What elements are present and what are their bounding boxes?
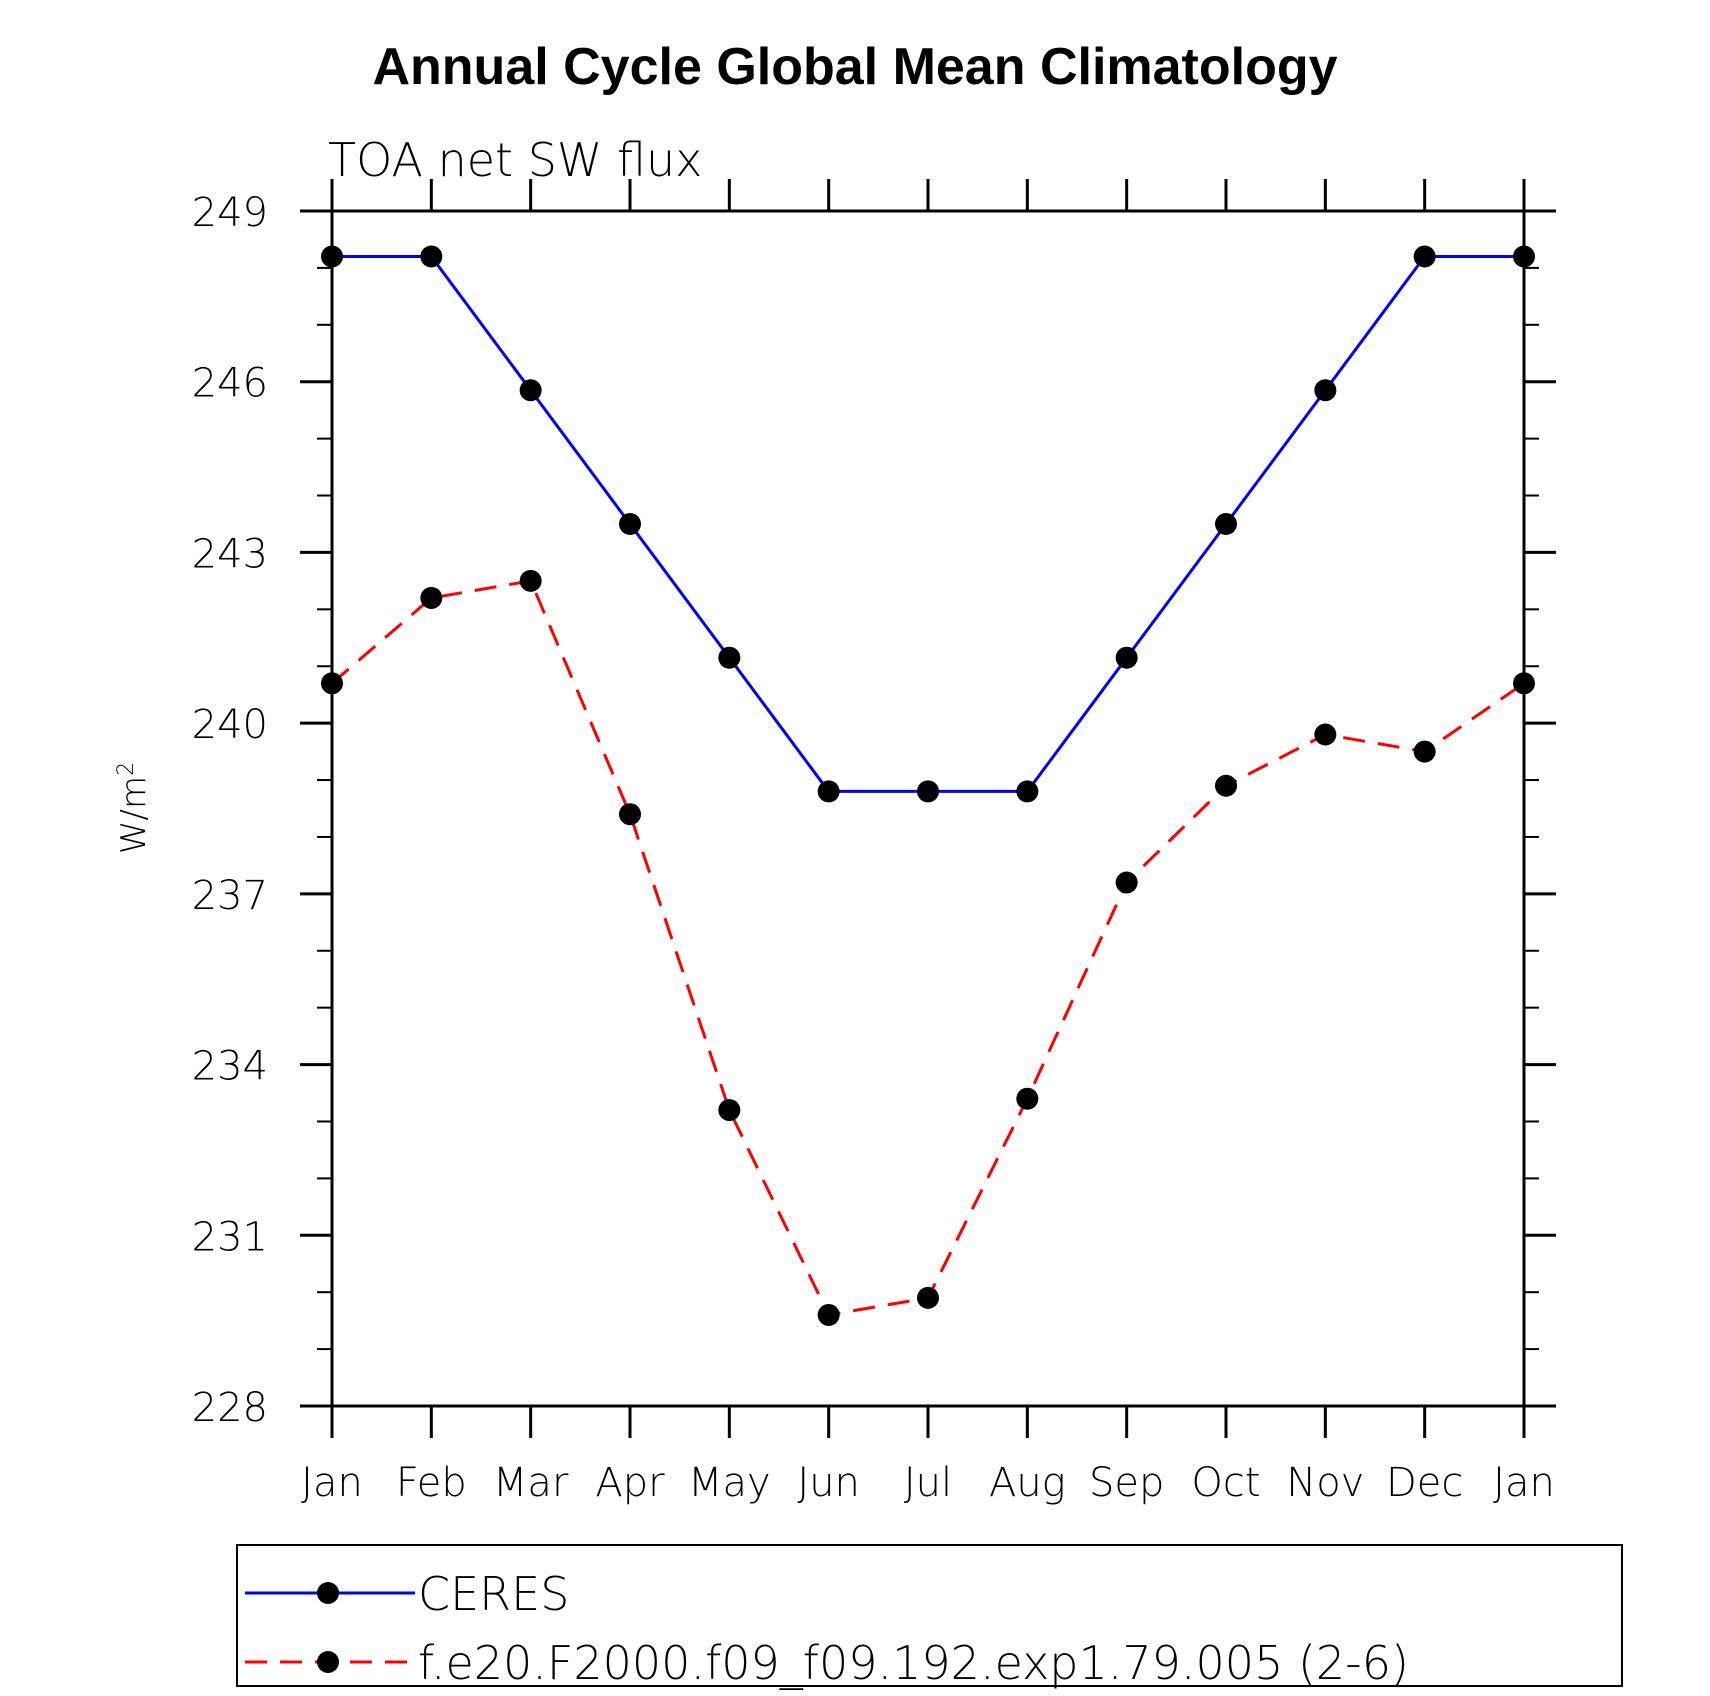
series-1-point	[817, 780, 840, 803]
series-2-point	[917, 1286, 939, 1309]
series-1-point	[1115, 646, 1138, 669]
legend-swatch-marker	[317, 1582, 339, 1604]
x-tick-label: Sep	[1089, 1460, 1164, 1506]
x-tick-label: Mar	[493, 1460, 569, 1506]
series-1-point	[420, 245, 443, 268]
series-2-point	[519, 569, 542, 592]
x-tick-label: Jan	[1493, 1460, 1555, 1506]
y-tick-label: 237	[192, 873, 268, 919]
series-1-point	[619, 512, 641, 535]
chart-subtitle: TOA net SW flux	[328, 133, 702, 187]
series-2-point	[1413, 740, 1436, 763]
x-tick-label: Nov	[1286, 1460, 1364, 1506]
plot-frame	[330, 209, 1526, 1408]
y-tick-label: 231	[192, 1214, 268, 1260]
x-tick-label: Aug	[989, 1460, 1066, 1506]
x-tick-label: Feb	[396, 1460, 467, 1506]
chart-title: Annual Cycle Global Mean Climatology	[372, 38, 1337, 96]
y-tick-label: 243	[192, 531, 268, 577]
x-tick-label: Oct	[1191, 1460, 1260, 1506]
legend-box	[236, 1544, 1623, 1687]
series-2-point	[1016, 1087, 1039, 1110]
plot-area: Jan Feb Mar Apr May Jun Jul Aug Sep Oct Nov Dec Jan 2…	[192, 179, 1556, 1506]
y-tick-label: 228	[192, 1385, 268, 1431]
legend-swatch-marker	[317, 1651, 339, 1673]
series-1-point	[519, 379, 542, 402]
y-tick-label: 240	[192, 702, 268, 748]
x-tick-label: Dec	[1386, 1460, 1463, 1506]
x-tick-label: Jan	[301, 1460, 363, 1506]
series-line-2	[331, 579, 1525, 1317]
y-axis-label: W/m2	[114, 762, 154, 854]
x-tick-label: Apr	[595, 1460, 665, 1506]
series-1-point	[1413, 245, 1436, 268]
series-2-point	[1513, 672, 1535, 695]
series-2-point	[817, 1303, 840, 1326]
legend-label: CERES	[418, 1567, 569, 1621]
series-line-1	[332, 255, 1524, 793]
series-2-point	[420, 586, 443, 609]
series-1-point	[718, 646, 741, 669]
series-1-point	[1016, 780, 1039, 803]
y-tick-label: 234	[192, 1044, 268, 1090]
x-tick-label: Jul	[904, 1460, 952, 1506]
series-2-point	[718, 1099, 741, 1122]
x-tick-label: May	[688, 1460, 771, 1506]
series-2-point	[1314, 723, 1337, 746]
series-1-point	[1314, 379, 1337, 402]
x-tick-label: Jun	[797, 1460, 860, 1506]
series-1-point	[321, 245, 343, 268]
series-2-point	[619, 803, 641, 826]
y-tick-label: 246	[192, 361, 268, 407]
legend-label: f.e20.F2000.f09_f09.192.exp1.79.005 (2-6…	[418, 1636, 1409, 1690]
series-1-point	[1513, 245, 1535, 268]
y-tick-label: 249	[192, 190, 268, 236]
legend: CERES f.e20.F2000.f09_f09.192.exp1.79.005…	[236, 1544, 1623, 1690]
series-1-point	[917, 780, 939, 803]
series-2-point	[321, 672, 343, 695]
series-2-point	[1215, 774, 1237, 797]
series-1-point	[1215, 512, 1237, 535]
series-2-point	[1115, 871, 1138, 894]
